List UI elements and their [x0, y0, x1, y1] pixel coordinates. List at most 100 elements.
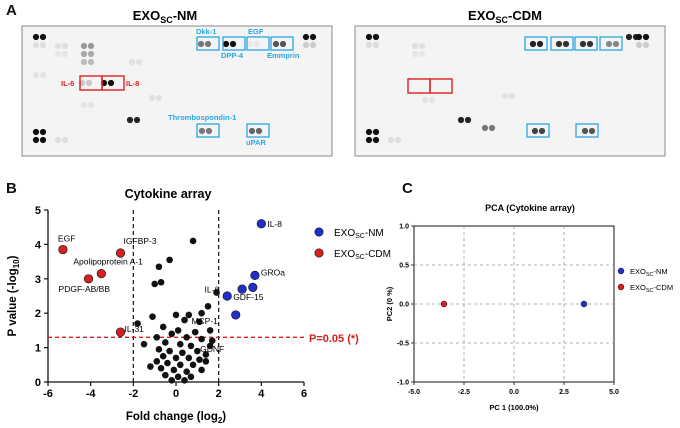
- volcano-x-tick-label: -2: [128, 388, 138, 400]
- blot-spot: [39, 33, 47, 41]
- blot-spot: [32, 71, 40, 79]
- pca-ticks: -5.0 -2.5 0.0 2.5 5.0 -1.0 -0.5 0.0 0.5 1.0: [397, 224, 619, 397]
- volcano-point: [151, 280, 158, 288]
- volcano-point: [115, 248, 126, 258]
- blot-spot: [372, 136, 380, 144]
- volcano-x-tick-label: 4: [258, 388, 265, 400]
- pca-legend-nm: EXOSC-NM: [630, 267, 668, 278]
- volcano-point: [189, 237, 197, 245]
- blot-left-annotations: Dkk-1 EGF DPP-4 Emmprin Thrombospondin-1…: [61, 27, 300, 147]
- blot-spot: [365, 136, 373, 144]
- blot-spot: [372, 128, 380, 136]
- blot-spot: [39, 41, 47, 49]
- volcano-legend-cdm: EXOSC-CDM: [334, 249, 391, 261]
- volcano-point: [204, 303, 212, 310]
- volcano-point: [162, 371, 169, 379]
- blot-spot: [464, 116, 472, 124]
- volcano-point: [250, 270, 260, 280]
- volcano-title: Cytokine array: [125, 187, 212, 201]
- blot-spot: [635, 41, 643, 49]
- blot-spot: [126, 116, 134, 124]
- volcano-point: [153, 358, 161, 365]
- pca-point: [580, 300, 588, 308]
- blot-spot: [302, 41, 310, 49]
- blot-spot: [538, 127, 546, 135]
- volcano-point: [198, 335, 205, 343]
- volcano-point: [206, 327, 214, 334]
- blot-spot: [32, 33, 40, 41]
- volcano-point: [185, 311, 193, 319]
- blot-spot: [635, 33, 643, 41]
- box-right-emmprin: [599, 36, 623, 51]
- volcano-point-label: IL-6: [205, 285, 220, 295]
- volcano-point: [157, 364, 165, 372]
- volcano-point: [155, 263, 163, 271]
- box-right-dpp4: [550, 36, 574, 51]
- volcano-legend: EXOSC-NM EXOSC-CDM: [314, 227, 391, 261]
- volcano-y-tick-label: 5: [35, 205, 41, 217]
- blot-spot: [579, 40, 587, 48]
- volcano-point: [96, 269, 106, 279]
- blot-right-dots: [365, 33, 650, 144]
- label-thrombospondin: Thrombospondin-1: [168, 113, 236, 122]
- pca-x-tick-label: 0.0: [509, 389, 519, 396]
- blot-spot: [148, 94, 156, 102]
- blot-spot: [80, 50, 88, 58]
- blot-spot: [205, 127, 213, 135]
- pca-title: PCA (Cytokine array): [485, 203, 575, 213]
- volcano-point: [183, 333, 190, 341]
- volcano-point: [187, 342, 195, 350]
- volcano-point: [140, 340, 148, 348]
- label-emmprin: Emmprin: [267, 51, 300, 60]
- pca-x-tick-label: 2.5: [559, 389, 569, 396]
- volcano-point: [237, 284, 247, 294]
- volcano-point: [196, 356, 203, 363]
- panel-label-c: C: [402, 180, 413, 197]
- blot-spot: [562, 40, 570, 48]
- pca-x-tick-label: -5.0: [408, 389, 420, 396]
- volcano-point-label: GROa: [261, 267, 285, 277]
- volcano-point: [191, 328, 199, 336]
- volcano-point: [176, 361, 184, 369]
- volcano-point: [198, 366, 205, 374]
- pca-points: [440, 300, 588, 308]
- volcano-point-label: GDNF: [200, 344, 224, 354]
- label-il8: IL-8: [126, 79, 139, 88]
- blot-spot: [133, 116, 141, 124]
- volcano-point: [153, 333, 161, 341]
- panel-label-b: B: [6, 180, 17, 197]
- volcano-y-label: P value (-log10): [7, 255, 21, 336]
- blot-spot: [501, 92, 509, 100]
- blot-left-membrane: [21, 25, 333, 157]
- volcano-point: [248, 282, 258, 293]
- volcano-point: [198, 309, 205, 317]
- blot-spot: [529, 40, 537, 48]
- blot-spot: [54, 42, 62, 50]
- volcano-y-tick-label: 2: [35, 308, 41, 320]
- pca-legend-marker-nm: [617, 267, 625, 275]
- volcano-point: [174, 327, 182, 334]
- volcano-point: [147, 363, 154, 370]
- pca-legend-cdm: EXOSC-CDM: [630, 283, 673, 294]
- box-right-thrombospondin: [526, 123, 550, 138]
- panel-label-a: A: [6, 2, 17, 19]
- box-right-egf: [574, 36, 598, 51]
- blot-spot: [612, 40, 620, 48]
- blot-spot: [418, 50, 426, 58]
- blot-spot: [586, 40, 594, 48]
- blot-spot: [581, 127, 589, 135]
- blot-spot: [309, 41, 317, 49]
- volcano-point: [159, 323, 167, 331]
- blot-right-title: EXOSC-CDM: [468, 8, 542, 25]
- box-upar: [246, 123, 270, 138]
- volcano-x-tick-label: -4: [86, 388, 97, 400]
- volcano-point: [162, 339, 169, 346]
- blot-spot: [197, 40, 205, 48]
- blot-spot: [135, 58, 143, 66]
- blot-spot: [80, 42, 88, 50]
- volcano-point: [185, 354, 193, 362]
- pca-plot: PCA (Cytokine array) -5.0 -2.5 0.0 2.5 5.0 -1…: [385, 203, 673, 412]
- volcano-point: [183, 368, 190, 375]
- volcano-point-label: EGF: [58, 234, 75, 244]
